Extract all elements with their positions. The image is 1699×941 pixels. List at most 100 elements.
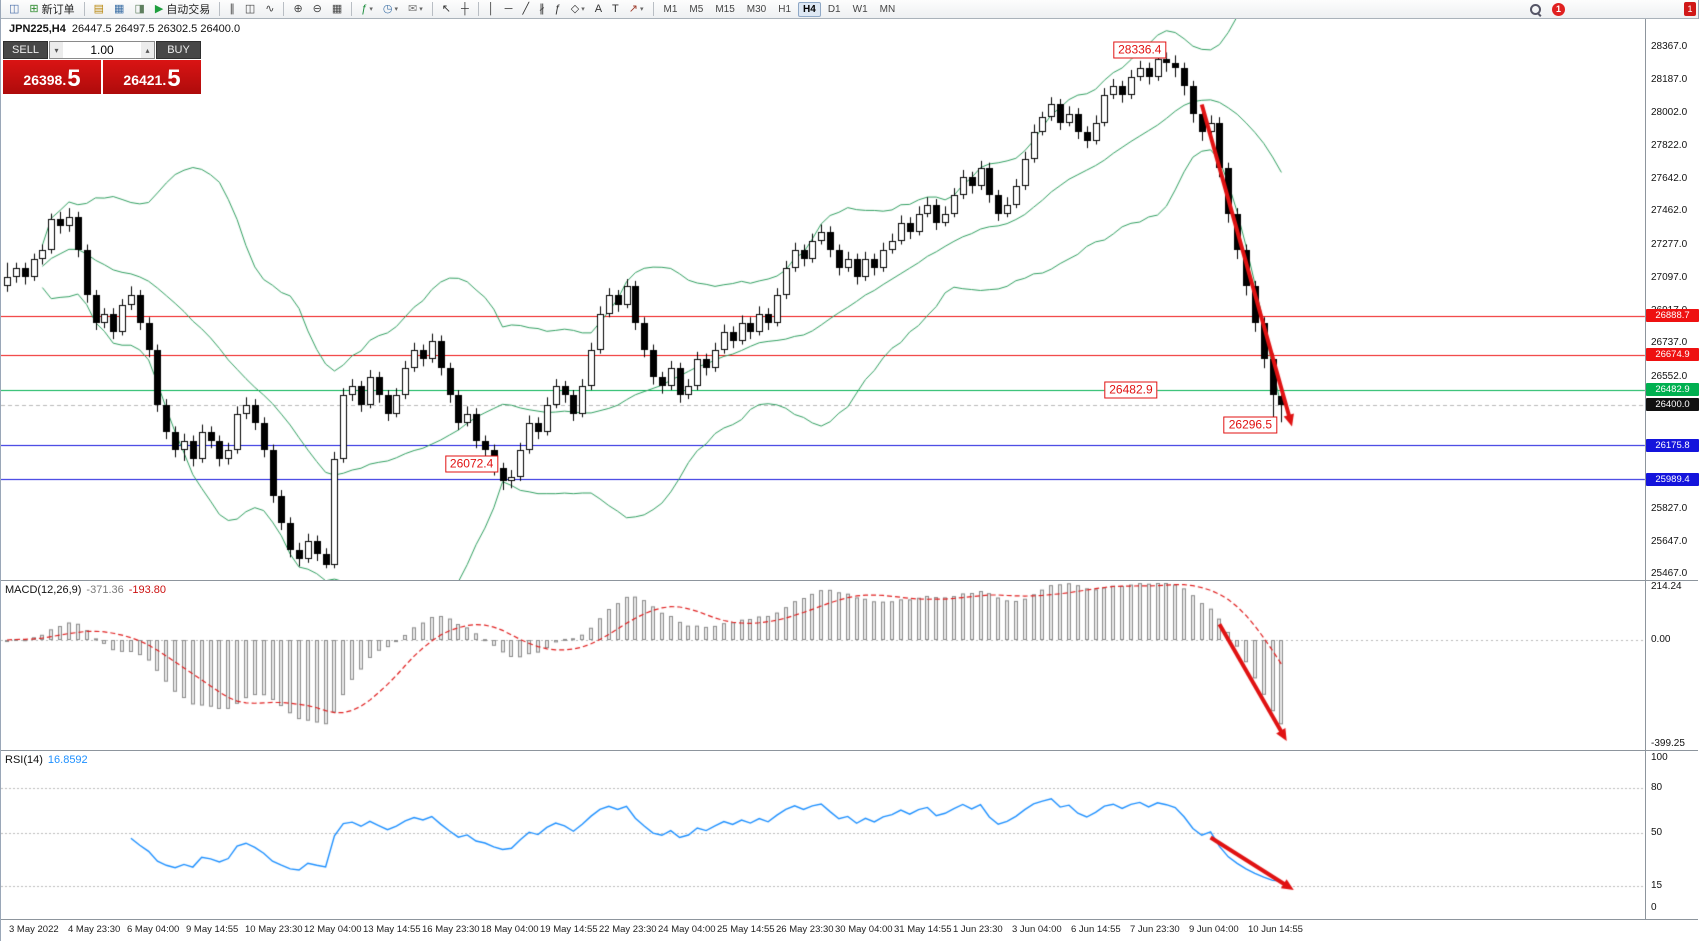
candlestick-chart-type-icon: ◫ bbox=[244, 3, 256, 15]
pane-divider[interactable] bbox=[1, 580, 1698, 581]
periods-icon: ◷ bbox=[382, 3, 393, 15]
main-chart-canvas[interactable] bbox=[1, 19, 1699, 581]
timeframe-h4[interactable]: H4 bbox=[798, 1, 821, 17]
arrows-tool-icon[interactable]: ↗ ▾ bbox=[625, 1, 648, 17]
zoom-in-icon[interactable]: ⊕ bbox=[289, 1, 306, 17]
zoom-out-icon[interactable]: ⊖ bbox=[309, 1, 326, 17]
time-axis-label: 19 May 14:55 bbox=[540, 924, 598, 935]
dropdown-caret-icon: ▾ bbox=[640, 6, 644, 13]
data-window-icon: ◨ bbox=[134, 3, 145, 15]
timeframe-w1[interactable]: W1 bbox=[852, 3, 868, 15]
chart-ohlc-readout: JPN225,H4 26447.5 26497.5 26302.5 26400.0 bbox=[9, 23, 240, 35]
time-axis-label: 10 May 23:30 bbox=[245, 924, 303, 935]
vertical-line-icon[interactable]: │ bbox=[484, 1, 499, 17]
candlestick-chart-type-icon[interactable]: ◫ bbox=[241, 1, 259, 17]
sell-button[interactable]: SELL bbox=[3, 41, 48, 59]
buy-price-int: 26421. bbox=[123, 72, 167, 88]
volume-decrease-button[interactable]: ▾ bbox=[50, 42, 63, 58]
dropdown-caret-icon: ▾ bbox=[419, 6, 423, 13]
time-axis-label: 26 May 23:30 bbox=[776, 924, 834, 935]
periods-icon[interactable]: ◷ ▾ bbox=[379, 1, 402, 17]
text-label-icon[interactable]: T bbox=[608, 1, 623, 17]
horizontal-line-icon: ─ bbox=[504, 3, 513, 15]
timeframe-m15[interactable]: M15 bbox=[715, 3, 735, 15]
pane-divider[interactable] bbox=[1, 919, 1698, 920]
line-chart-type-icon: ∿ bbox=[265, 3, 275, 15]
toolbar-separator bbox=[283, 2, 285, 16]
rsi-pane-canvas[interactable] bbox=[1, 751, 1699, 919]
templates-icon: ✉ bbox=[408, 3, 418, 15]
horizontal-line-icon[interactable]: ─ bbox=[501, 1, 517, 17]
text-label-icon: T bbox=[612, 3, 619, 15]
time-axis-label: 9 Jun 04:00 bbox=[1189, 924, 1239, 935]
equidistant-channel-icon: ∦ bbox=[539, 3, 545, 15]
time-axis-label: 10 Jun 14:55 bbox=[1248, 924, 1303, 935]
timeframe-h1[interactable]: H1 bbox=[778, 3, 792, 15]
crosshair-icon[interactable]: ┼ bbox=[457, 1, 473, 17]
buy-price-box[interactable]: 26421. 5 bbox=[103, 60, 201, 94]
text-icon[interactable]: A bbox=[591, 1, 606, 17]
time-axis-label: 12 May 04:00 bbox=[304, 924, 362, 935]
notification-badge[interactable]: 1 bbox=[1552, 2, 1565, 16]
search-icon[interactable] bbox=[1529, 3, 1542, 16]
sell-price-int: 26398. bbox=[23, 72, 67, 88]
time-axis-label: 3 Jun 04:00 bbox=[1012, 924, 1062, 935]
bar-chart-type-icon: ∥ bbox=[229, 3, 235, 15]
toolbar-separator bbox=[351, 2, 353, 16]
crosshair-icon: ┼ bbox=[461, 3, 469, 15]
sell-price-box[interactable]: 26398. 5 bbox=[3, 60, 101, 94]
zoom-out-icon: ⊖ bbox=[312, 3, 322, 15]
time-axis-label: 13 May 14:55 bbox=[363, 924, 421, 935]
templates-icon[interactable]: ✉ ▾ bbox=[404, 1, 427, 17]
toolbar-separator bbox=[477, 2, 479, 16]
macd-signal-value: -193.80 bbox=[128, 584, 167, 596]
shapes-icon: ◇ bbox=[570, 3, 580, 15]
line-chart-type-icon[interactable]: ∿ bbox=[261, 1, 278, 17]
price-axis[interactable] bbox=[1646, 19, 1699, 920]
rsi-value: 16.8592 bbox=[47, 754, 88, 766]
volume-increase-button[interactable]: ▴ bbox=[141, 42, 154, 58]
timeframe-m30[interactable]: M30 bbox=[746, 3, 767, 15]
time-axis[interactable]: 3 May 2022 4 May 23:30 6 May 04:00 9 May 14… bbox=[1, 920, 1699, 941]
market-watch-icon[interactable]: ▦ bbox=[110, 1, 128, 17]
cursor-icon[interactable]: ↖ bbox=[438, 1, 455, 17]
corner-notification-badge[interactable]: 1 bbox=[1684, 2, 1696, 16]
new-order-icon: ⊞ bbox=[29, 3, 39, 15]
timeframe-mn[interactable]: MN bbox=[879, 3, 896, 15]
timeframe-toolbar: M1 M5 M15 M30 H1 H4 D1 W1 MN bbox=[658, 0, 902, 18]
pane-divider[interactable] bbox=[1, 750, 1698, 751]
cursor-icon: ↖ bbox=[441, 3, 451, 15]
dropdown-caret-icon: ▾ bbox=[394, 6, 399, 13]
toolbar: ◫ ⊞ 新订单 ▤ ▦ ◨ ▶ 自动交易 ∥ ◫ ∿ ⊕ ⊖ ▦ ƒ ▾ ◷ ▾ ✉ ▾ ↖ ┼ │ ─ ╱ ∦ ƒ ◇ ▾ A T ↗ ▾ M… bbox=[1, 0, 1698, 19]
macd-pane-canvas[interactable] bbox=[1, 581, 1699, 750]
time-axis-label: 25 May 14:55 bbox=[717, 924, 775, 935]
new-order-button[interactable]: ⊞ 新订单 bbox=[25, 1, 78, 17]
fibonacci-icon[interactable]: ƒ bbox=[551, 1, 565, 17]
trendline-icon[interactable]: ╱ bbox=[518, 1, 533, 17]
tile-windows-icon[interactable]: ▦ bbox=[328, 1, 346, 17]
toolbar-right: 1 bbox=[1529, 2, 1565, 16]
indicators-icon: ƒ bbox=[361, 3, 368, 15]
sell-price-frac: 5 bbox=[67, 65, 81, 92]
timeframe-m1[interactable]: M1 bbox=[663, 3, 678, 15]
data-window-icon[interactable]: ◨ bbox=[130, 1, 148, 17]
chart-window-icon[interactable]: ◫ bbox=[5, 1, 23, 17]
macd-main-value: -371.36 bbox=[86, 584, 124, 596]
new-order-label: 新订单 bbox=[41, 4, 75, 16]
profiles-icon[interactable]: ▤ bbox=[90, 1, 108, 17]
timeframe-d1[interactable]: D1 bbox=[827, 3, 841, 15]
trendline-icon: ╱ bbox=[522, 3, 530, 15]
indicators-icon[interactable]: ƒ ▾ bbox=[357, 1, 377, 17]
equidistant-channel-icon[interactable]: ∦ bbox=[535, 1, 549, 17]
timeframe-m5[interactable]: M5 bbox=[689, 3, 704, 15]
profiles-icon: ▤ bbox=[93, 3, 105, 15]
shapes-icon[interactable]: ◇ ▾ bbox=[567, 1, 589, 17]
toolbar-separator bbox=[431, 2, 433, 16]
autotrading-button[interactable]: ▶ 自动交易 bbox=[151, 1, 214, 17]
time-axis-label: 31 May 14:55 bbox=[894, 924, 952, 935]
time-axis-label: 9 May 14:55 bbox=[186, 924, 239, 935]
volume-input[interactable] bbox=[63, 42, 141, 58]
time-axis-label: 16 May 23:30 bbox=[422, 924, 480, 935]
buy-button[interactable]: BUY bbox=[156, 41, 201, 59]
bar-chart-type-icon[interactable]: ∥ bbox=[225, 1, 239, 17]
